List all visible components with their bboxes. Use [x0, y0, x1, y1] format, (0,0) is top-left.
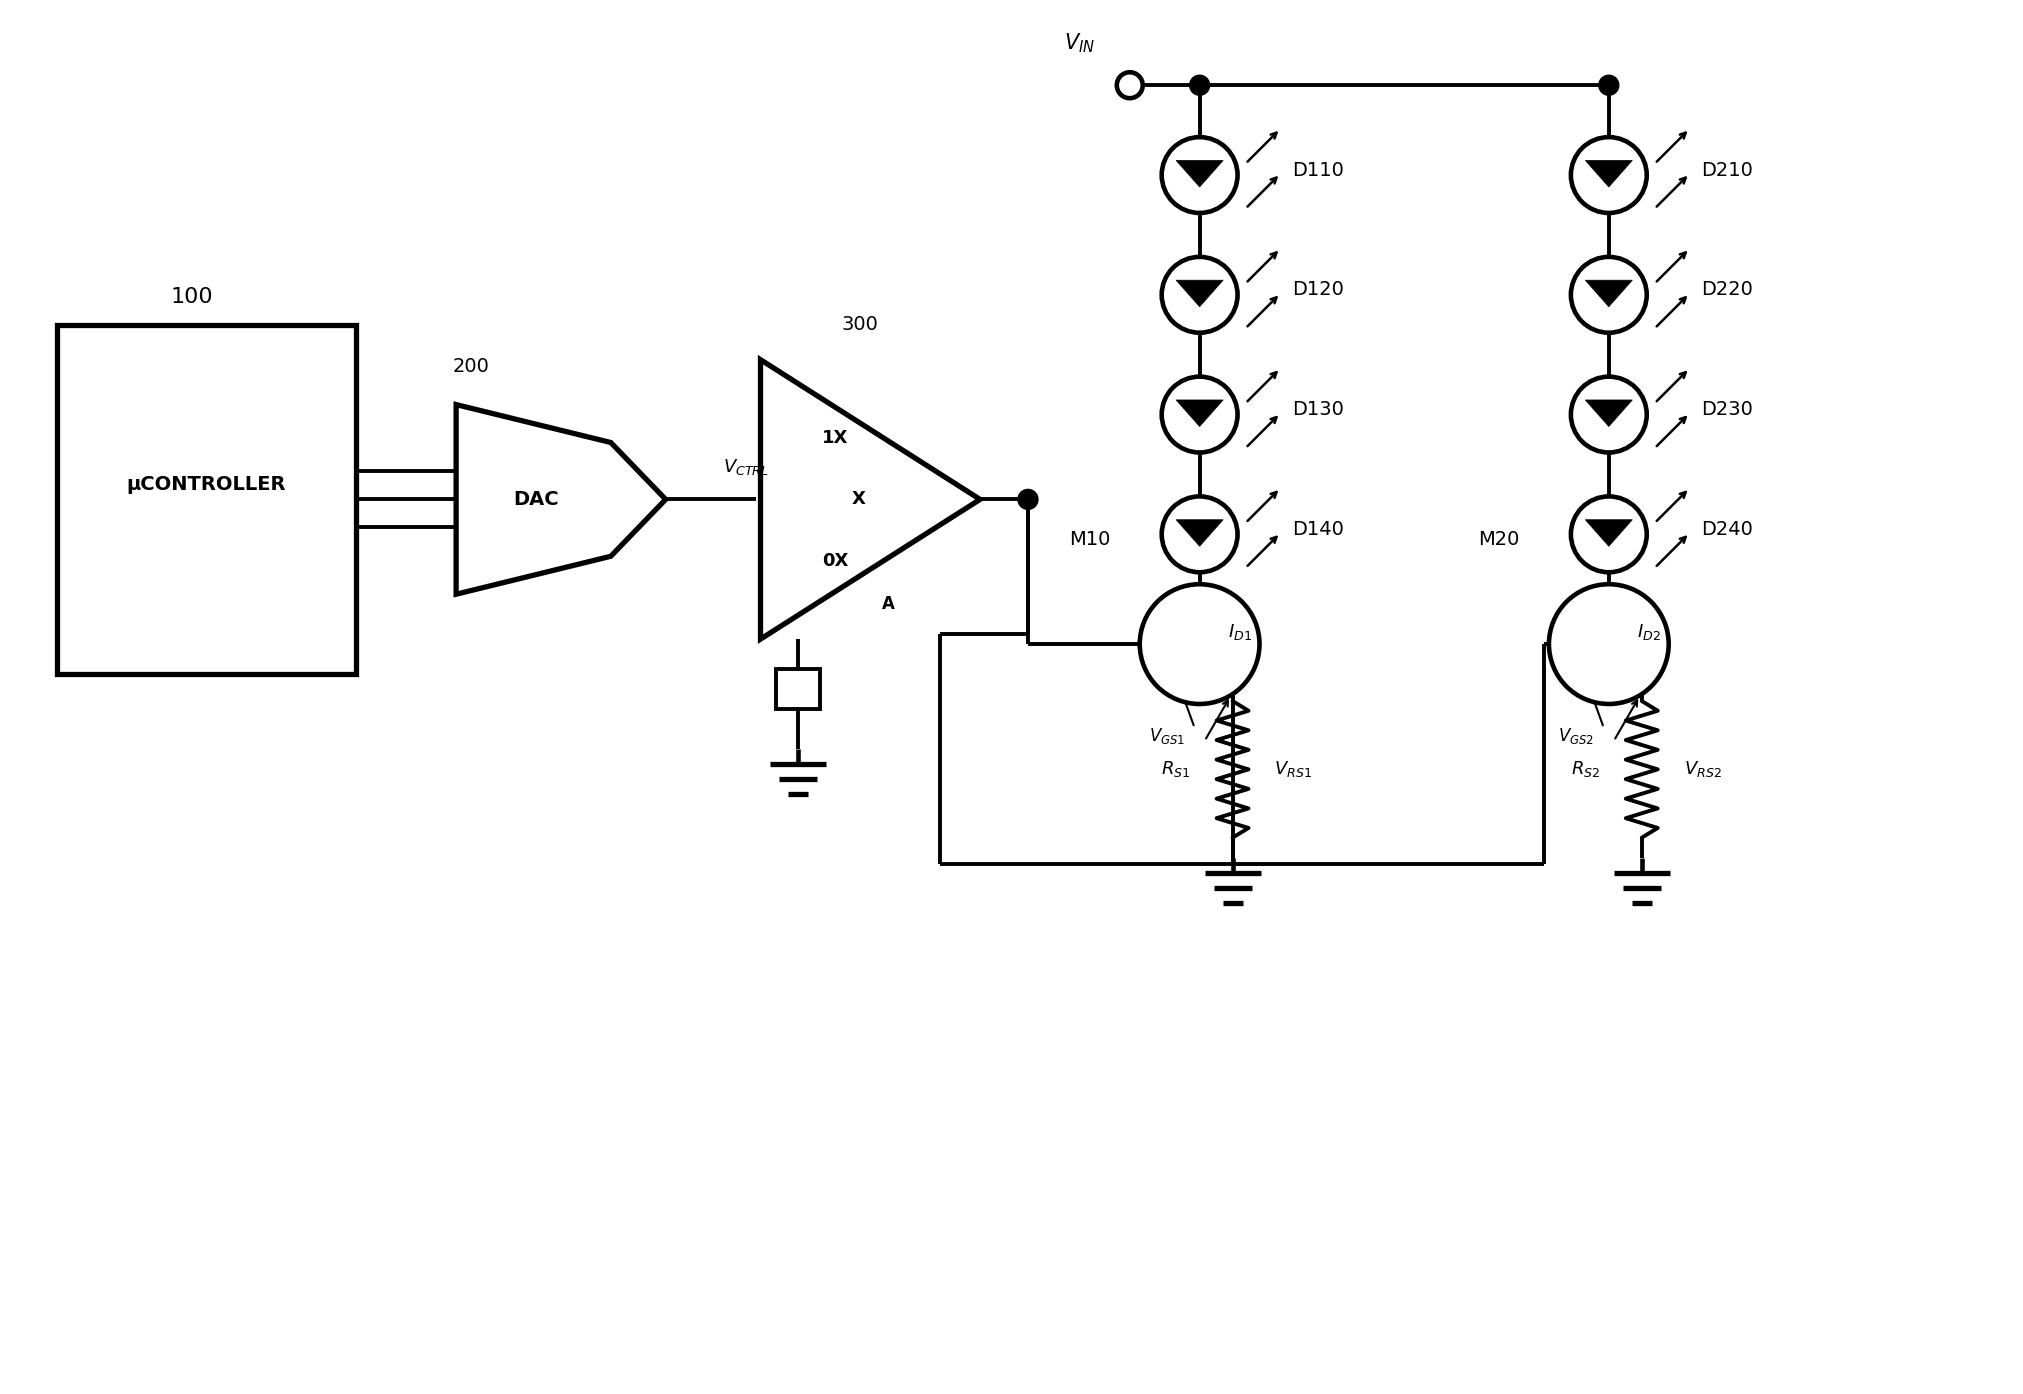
Polygon shape	[1175, 280, 1222, 307]
Text: 0X: 0X	[821, 552, 848, 570]
Text: D230: D230	[1701, 400, 1752, 420]
Text: $R_{S1}$: $R_{S1}$	[1161, 760, 1190, 779]
Polygon shape	[1175, 160, 1222, 187]
Text: D220: D220	[1701, 280, 1752, 300]
Bar	[777, 669, 819, 710]
Text: D140: D140	[1293, 520, 1343, 539]
Text: $I_{D1}$: $I_{D1}$	[1228, 622, 1250, 643]
Polygon shape	[1175, 520, 1222, 546]
Text: 1X: 1X	[821, 428, 848, 446]
Text: 100: 100	[170, 287, 212, 307]
Text: 300: 300	[842, 315, 878, 335]
Circle shape	[1161, 376, 1236, 453]
Text: D130: D130	[1293, 400, 1343, 420]
Bar	[57, 325, 356, 675]
Circle shape	[1161, 137, 1236, 213]
Circle shape	[1570, 496, 1647, 573]
Text: A: A	[882, 595, 894, 613]
Circle shape	[1570, 376, 1647, 453]
Polygon shape	[1584, 160, 1631, 187]
Text: 200: 200	[453, 357, 490, 376]
Text: $V_{RS2}$: $V_{RS2}$	[1683, 760, 1722, 779]
Text: D120: D120	[1293, 280, 1343, 300]
Text: $V_{CTRL}$: $V_{CTRL}$	[722, 457, 769, 478]
Polygon shape	[1584, 280, 1631, 307]
Circle shape	[1548, 584, 1667, 704]
Circle shape	[1598, 75, 1618, 95]
Polygon shape	[1584, 400, 1631, 427]
Circle shape	[1117, 72, 1143, 98]
Text: $V_{GS1}$: $V_{GS1}$	[1147, 726, 1183, 746]
Text: M20: M20	[1477, 530, 1519, 549]
Circle shape	[1570, 256, 1647, 333]
Circle shape	[1570, 137, 1647, 213]
Text: DAC: DAC	[514, 489, 558, 509]
Circle shape	[1018, 489, 1038, 509]
Text: $V_{RS1}$: $V_{RS1}$	[1274, 760, 1311, 779]
Text: M10: M10	[1068, 530, 1111, 549]
Text: D110: D110	[1293, 160, 1343, 180]
Circle shape	[1139, 584, 1258, 704]
Circle shape	[1161, 496, 1236, 573]
Polygon shape	[455, 404, 666, 594]
Polygon shape	[1175, 400, 1222, 427]
Circle shape	[1190, 75, 1210, 95]
Text: D210: D210	[1701, 160, 1752, 180]
Text: $V_{IN}$: $V_{IN}$	[1064, 32, 1094, 56]
Text: μCONTROLLER: μCONTROLLER	[127, 475, 285, 493]
Text: X: X	[852, 491, 864, 509]
Circle shape	[1161, 256, 1236, 333]
Polygon shape	[761, 360, 979, 638]
Text: $V_{GS2}$: $V_{GS2}$	[1558, 726, 1592, 746]
Text: $I_{D2}$: $I_{D2}$	[1637, 622, 1659, 643]
Text: D240: D240	[1701, 520, 1752, 539]
Polygon shape	[1584, 520, 1631, 546]
Text: $R_{S2}$: $R_{S2}$	[1570, 760, 1598, 779]
